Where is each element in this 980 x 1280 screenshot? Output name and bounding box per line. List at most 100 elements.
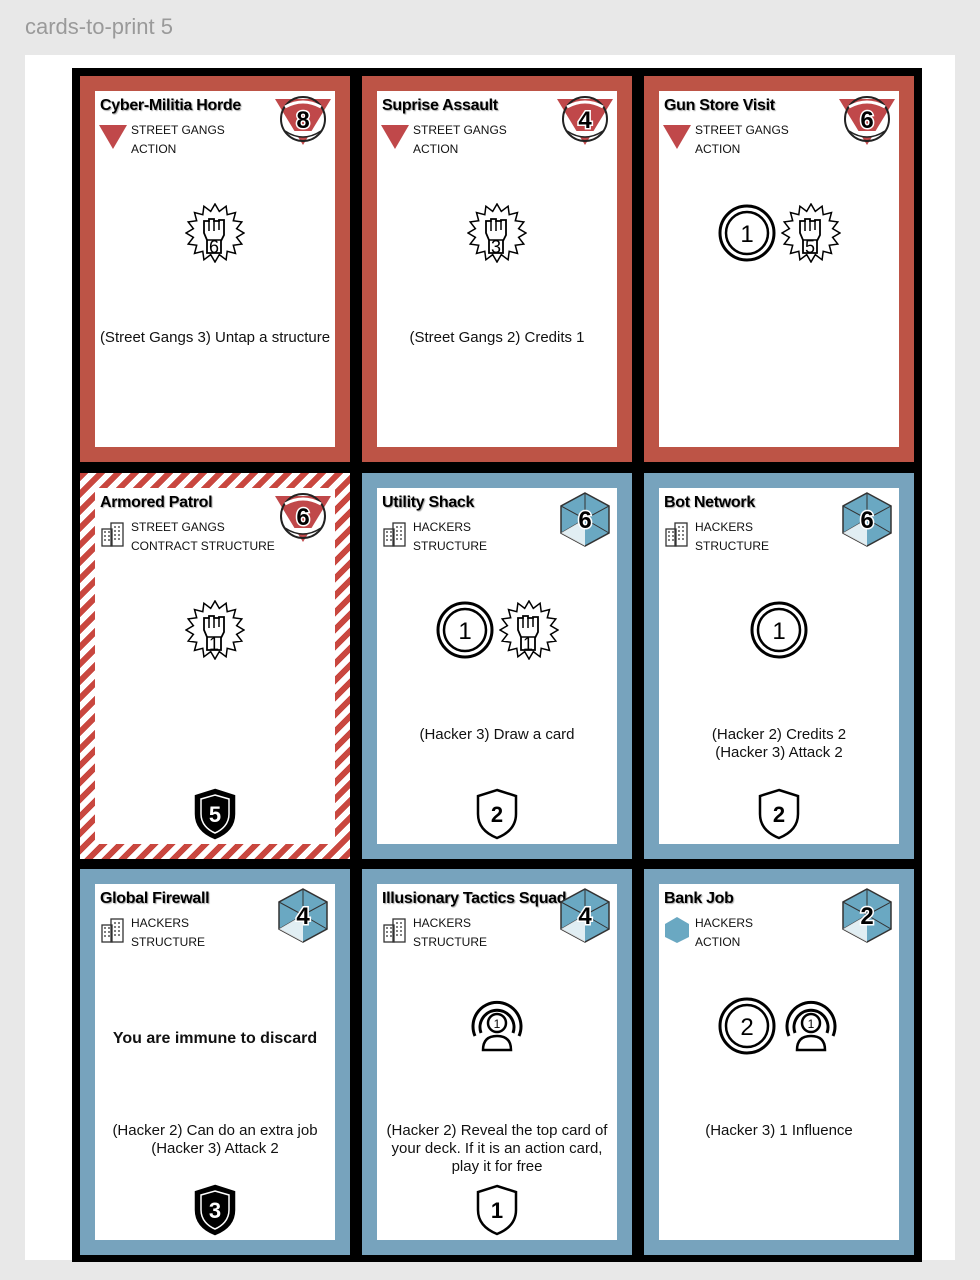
cost-value: 8 (296, 107, 309, 134)
card-faction: STREET GANGS (413, 123, 507, 137)
triangle-icon (99, 123, 127, 151)
card-type: ACTION (131, 142, 177, 156)
card-effect-text: (Street Gangs 2) Credits 1 (409, 329, 585, 346)
card[interactable]: Illusionary Tactics Squad HACKERS STRUCTUR… (362, 869, 632, 1255)
cost-value: 4 (578, 107, 592, 134)
defense-shield-icon: 5 (193, 788, 237, 840)
resource-icons: 3 (377, 203, 617, 263)
building-icon (99, 916, 127, 944)
card[interactable]: Armored Patrol STREET GANGS CONTRACT STRUC… (80, 473, 350, 859)
card-title: Utility Shack (382, 494, 475, 511)
card-title: Cyber-Militia Horde (100, 97, 241, 114)
cost-value: 4 (296, 903, 310, 930)
resource-icons: 6 (95, 203, 335, 263)
triangle-icon (663, 123, 691, 151)
card-type: STRUCTURE (413, 539, 487, 553)
cost-shield-red-icon: 4 (555, 93, 615, 153)
attack-value: 1 (523, 634, 533, 654)
credit-value: 1 (458, 618, 471, 645)
cost-hex-blue-icon: 4 (273, 886, 333, 946)
card-title: Global Firewall (100, 890, 210, 907)
building-icon (663, 520, 691, 548)
attack-value: 3 (491, 237, 501, 257)
card[interactable]: Global Firewall HACKERS STRUCTURE 4 You are … (80, 869, 350, 1255)
card[interactable]: Gun Store Visit STREET GANGS ACTION 6 1 5 (644, 76, 914, 462)
defense-value: 1 (491, 1198, 503, 1223)
credit-icon: 1 (436, 601, 494, 659)
card[interactable]: Bank Job HACKERS ACTION 2 2 1 (Hacker 3) 1 Inf… (644, 869, 914, 1255)
card-faction: STREET GANGS (131, 123, 225, 137)
cost-value: 2 (860, 903, 873, 930)
defense-shield-icon: 3 (193, 1184, 237, 1236)
defense-value: 5 (209, 802, 221, 827)
cost-shield-red-icon: 6 (837, 93, 897, 153)
card[interactable]: Bot Network HACKERS STRUCTURE 6 1 (Hacker 2) … (644, 473, 914, 859)
card-face: Utility Shack HACKERS STRUCTURE 6 1 1 (Hacker … (377, 488, 617, 844)
influence-icon: 1 (471, 1000, 523, 1052)
card-type: ACTION (695, 142, 741, 156)
cost-hex-blue-icon: 6 (555, 490, 615, 550)
influence-icon: 1 (785, 1000, 837, 1052)
document-title: cards-to-print 5 (25, 14, 173, 39)
card[interactable]: Suprise Assault STREET GANGS ACTION 4 3 (Stre… (362, 76, 632, 462)
card-title: Armored Patrol (100, 494, 213, 511)
credit-icon: 2 (718, 997, 776, 1055)
card-title: Gun Store Visit (664, 97, 775, 114)
card-faction: HACKERS (413, 916, 472, 930)
defense-shield-icon: 2 (475, 788, 519, 840)
resource-icons: 1 (95, 600, 335, 660)
resource-icons: 1 (659, 600, 899, 660)
card-faction: HACKERS (695, 520, 754, 534)
credit-icon: 1 (750, 601, 808, 659)
credit-icon: 1 (718, 204, 776, 262)
card-face: Bot Network HACKERS STRUCTURE 6 1 (Hacker 2) … (659, 488, 899, 844)
cost-shield-red-icon: 6 (273, 490, 333, 550)
card[interactable]: Cyber-Militia Horde STREET GANGS ACTION 8 6 (… (80, 76, 350, 462)
influence-value: 1 (494, 1017, 501, 1031)
building-icon (99, 520, 127, 548)
card[interactable]: Utility Shack HACKERS STRUCTURE 6 1 1 (Hacker … (362, 473, 632, 859)
cost-hex-blue-icon: 2 (837, 886, 897, 946)
attack-fist-icon: 5 (781, 203, 841, 263)
card-type: ACTION (695, 935, 741, 949)
attack-value: 5 (805, 237, 815, 257)
attack-value: 6 (209, 237, 219, 257)
card-faction: STREET GANGS (131, 520, 225, 534)
card-face: Suprise Assault STREET GANGS ACTION 4 3 (Stre… (377, 91, 617, 447)
card-type: STRUCTURE (413, 935, 487, 949)
card-faction: HACKERS (413, 520, 472, 534)
cost-shield-red-icon: 8 (273, 93, 333, 153)
card-faction: HACKERS (131, 916, 190, 930)
card-faction: HACKERS (695, 916, 754, 930)
card-faction: STREET GANGS (695, 123, 789, 137)
credit-value: 2 (740, 1014, 753, 1041)
influence-value: 1 (808, 1017, 815, 1031)
card-face: Illusionary Tactics Squad HACKERS STRUCTUR… (377, 884, 617, 1240)
credit-value: 1 (740, 221, 753, 248)
cost-value: 6 (578, 507, 591, 534)
building-icon (381, 916, 409, 944)
card-face: Cyber-Militia Horde STREET GANGS ACTION 8 6 (… (95, 91, 335, 447)
card-face: Global Firewall HACKERS STRUCTURE 4 You are … (95, 884, 335, 1240)
card-effect-text: (Hacker 2) Reveal the top card of your d… (386, 1122, 608, 1175)
cost-hex-blue-icon: 6 (837, 490, 897, 550)
card-title: Illusionary Tactics Squad (382, 890, 567, 907)
cost-value: 4 (578, 903, 592, 930)
resource-icons: 1 (377, 996, 617, 1056)
attack-fist-icon: 1 (185, 600, 245, 660)
card-title: Suprise Assault (382, 97, 498, 114)
card-face: Gun Store Visit STREET GANGS ACTION 6 1 5 (659, 91, 899, 447)
card-type: ACTION (413, 142, 459, 156)
hexagon-icon (663, 916, 691, 944)
cost-hex-blue-icon: 4 (555, 886, 615, 946)
card-title: Bank Job (664, 890, 734, 907)
defense-value: 3 (209, 1198, 221, 1223)
card-effect-text: (Street Gangs 3) Untap a structure (99, 329, 331, 346)
defense-shield-icon: 2 (757, 788, 801, 840)
attack-fist-icon: 6 (185, 203, 245, 263)
card-effect-text: (Hacker 2) Credits 2 (Hacker 3) Attack 2 (711, 726, 847, 761)
card-title: Bot Network (664, 494, 755, 511)
